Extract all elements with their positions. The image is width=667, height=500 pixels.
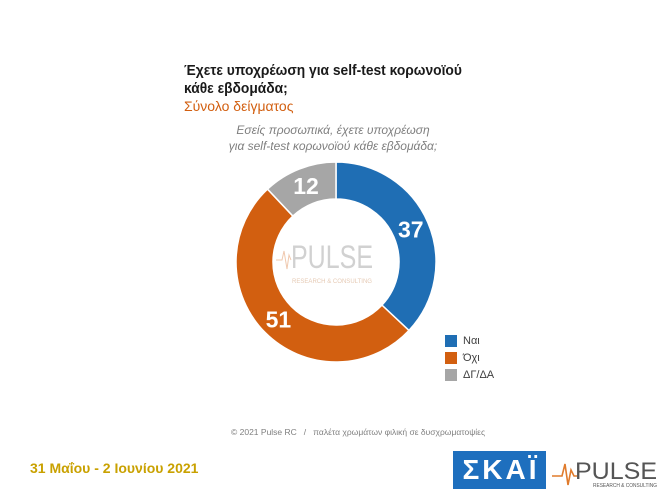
pulse-logo-wordmark: PULSE: [575, 458, 657, 485]
legend-swatch-yes: [445, 334, 457, 347]
data-label-dk-na: 12: [293, 173, 319, 199]
legend-swatch-dk-na: [445, 368, 457, 381]
legend-label-yes: Ναι: [463, 334, 480, 347]
donut-slice-no: [235, 188, 410, 363]
watermark-heartbeat-icon: [276, 250, 292, 270]
chart-legend: Ναι Όχι ΔΓ/ΔΑ: [445, 332, 494, 383]
donut-chart: PULSE RESEARCH & CONSULTING 37 51 12: [235, 161, 437, 363]
copyright-text: © 2021 Pulse RC: [231, 427, 297, 437]
donut-slice-yes: [335, 161, 437, 332]
fieldwork-dates: 31 Μαΐου - 2 Ιουνίου 2021: [30, 460, 199, 476]
chart-title: Έχετε υποχρέωση για self-test κορωνοϊού …: [184, 62, 462, 97]
palette-note: παλέτα χρωμάτων φιλική σε δυσχρωματοψίες: [313, 427, 486, 437]
legend-label-dk-na: ΔΓ/ΔΑ: [463, 368, 495, 381]
pulse-heartbeat-icon: [552, 463, 577, 486]
watermark-brand: PULSE: [291, 239, 373, 275]
survey-question: Εσείς προσωπικά, έχετε υποχρέωση για sel…: [228, 123, 438, 153]
chart-subtitle: Σύνολο δείγματος: [184, 98, 294, 114]
donut-data-labels: 37 51 12: [266, 173, 424, 332]
data-label-yes: 37: [398, 217, 424, 243]
watermark: PULSE RESEARCH & CONSULTING: [276, 239, 373, 285]
skai-logo: ΣΚΑΪ: [453, 451, 546, 489]
pulse-logo: PULSE RESEARCH & CONSULTING: [552, 458, 657, 489]
watermark-tagline: RESEARCH & CONSULTING: [292, 279, 372, 285]
skai-logo-wordmark: ΣΚΑΪ: [462, 454, 540, 485]
pulse-logo-tagline: RESEARCH & CONSULTING: [593, 483, 657, 489]
legend-item-yes: Ναι: [445, 332, 494, 349]
copyright-separator: /: [303, 427, 307, 437]
donut-slices: [235, 161, 437, 363]
legend-item-dk-na: ΔΓ/ΔΑ: [445, 366, 494, 383]
donut-slice-dk-na: [266, 161, 337, 218]
legend-swatch-no: [445, 351, 457, 364]
copyright-line: © 2021 Pulse RC / παλέτα χρωμάτων φιλική σ…: [231, 427, 485, 437]
data-label-no: 51: [266, 307, 292, 333]
legend-item-no: Όχι: [445, 349, 494, 366]
legend-label-no: Όχι: [463, 351, 480, 364]
